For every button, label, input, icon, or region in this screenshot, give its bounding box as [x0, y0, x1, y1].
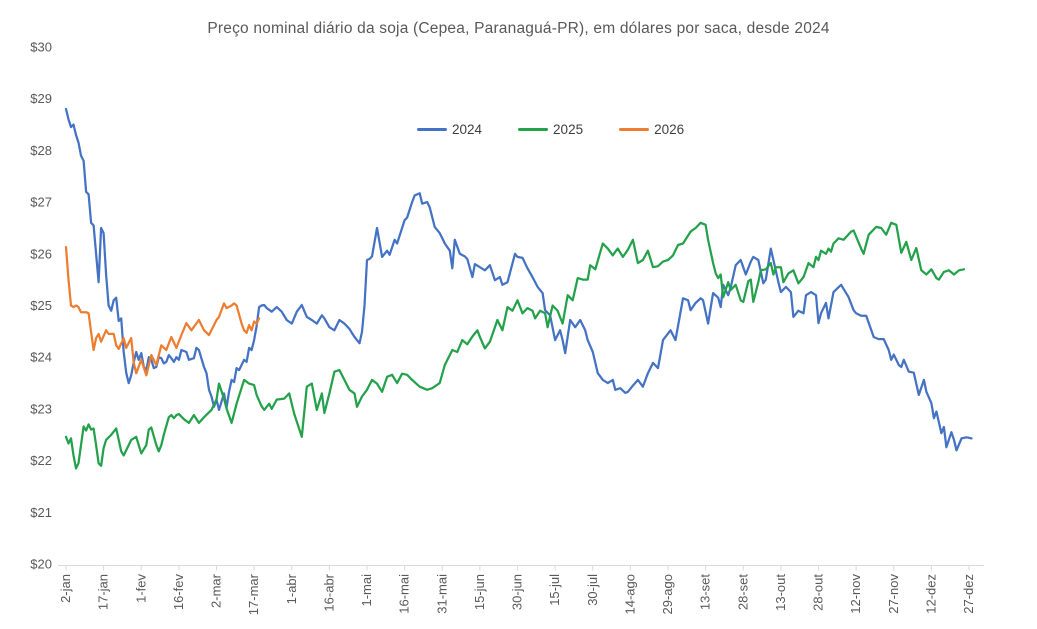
- series-line-2026: [64, 245, 261, 377]
- x-axis-label: 15-jul: [547, 574, 562, 606]
- y-axis-label: $29: [30, 91, 52, 106]
- y-axis-label: $20: [30, 557, 52, 572]
- x-axis-label: 28-set: [735, 574, 750, 611]
- x-axis-label: 2-mar: [209, 573, 224, 608]
- x-axis-label: 31-mai: [434, 574, 449, 614]
- legend-line-swatch-2024: [417, 128, 447, 131]
- y-axis-label: $30: [30, 40, 52, 55]
- legend-label: 2024: [452, 122, 483, 137]
- x-axis-label: 15-jun: [472, 574, 487, 610]
- x-axis-label: 12-dez: [923, 574, 938, 614]
- chart-title: Preço nominal diário da soja (Cepea, Par…: [207, 20, 830, 37]
- legend-item-2025[interactable]: 2025: [518, 122, 583, 137]
- legend-label: 2025: [553, 122, 584, 137]
- legend-line-swatch-2025: [518, 128, 549, 131]
- legend-label: 2026: [654, 122, 685, 137]
- legend-item-2026[interactable]: 2026: [619, 122, 684, 137]
- x-axis-label: 12-nov: [848, 574, 863, 614]
- legend-line-swatch-2026: [619, 128, 650, 131]
- y-axis-label: $25: [30, 298, 52, 313]
- x-axis-label: 1-mai: [359, 574, 374, 607]
- x-axis-label: 28-out: [811, 574, 826, 611]
- y-axis-label: $23: [30, 401, 52, 416]
- x-axis-label: 14-ago: [622, 574, 637, 614]
- x-axis-label: 16-fev: [171, 574, 186, 611]
- y-axis-label: $28: [30, 143, 52, 158]
- x-axis-label: 27-nov: [886, 574, 901, 614]
- series-line-2025: [64, 221, 966, 470]
- chart-legend: 2024 2025 2026: [417, 122, 684, 137]
- series-line-2024: [64, 107, 973, 452]
- x-axis-label: 2-jan: [58, 574, 73, 603]
- y-axis-label: $21: [30, 505, 52, 520]
- x-axis-label: 30-jul: [585, 574, 600, 606]
- x-axis-label: 13-set: [698, 574, 713, 611]
- x-axis-label: 29-ago: [660, 574, 675, 614]
- x-axis-label: 16-mai: [397, 574, 412, 614]
- x-axis-label: 1-abr: [284, 573, 299, 604]
- x-axis-label: 16-abr: [321, 573, 336, 611]
- x-axis-label: 17-jan: [96, 574, 111, 610]
- x-axis-label: 1-fev: [133, 574, 148, 603]
- y-axis-label: $22: [30, 453, 52, 468]
- legend-item-2024[interactable]: 2024: [417, 122, 482, 137]
- x-axis-label: 17-mar: [246, 573, 261, 615]
- x-axis-label: 13-out: [773, 574, 788, 611]
- y-axis-label: $26: [30, 246, 52, 261]
- x-axis-label: 30-jun: [510, 574, 525, 610]
- y-axis-label: $27: [30, 195, 52, 210]
- y-axis-label: $24: [30, 350, 52, 365]
- x-axis-label: 27-dez: [961, 574, 976, 614]
